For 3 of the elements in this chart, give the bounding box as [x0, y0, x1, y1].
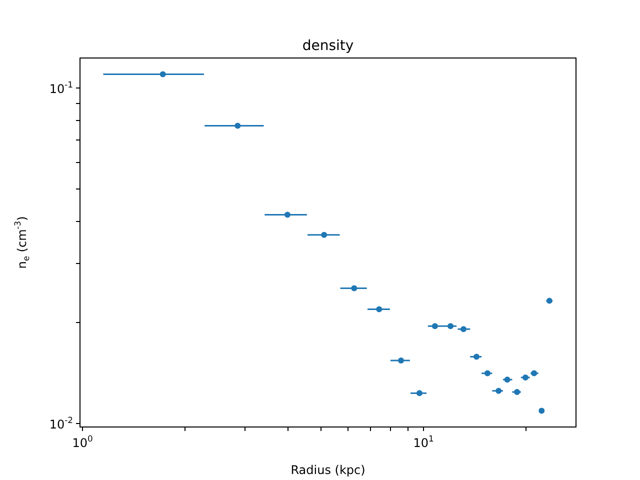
y-axis-title: ne (cm-3)	[12, 216, 31, 269]
chart-title: density	[302, 38, 354, 54]
x-axis-title: Radius (kpc)	[290, 463, 366, 477]
